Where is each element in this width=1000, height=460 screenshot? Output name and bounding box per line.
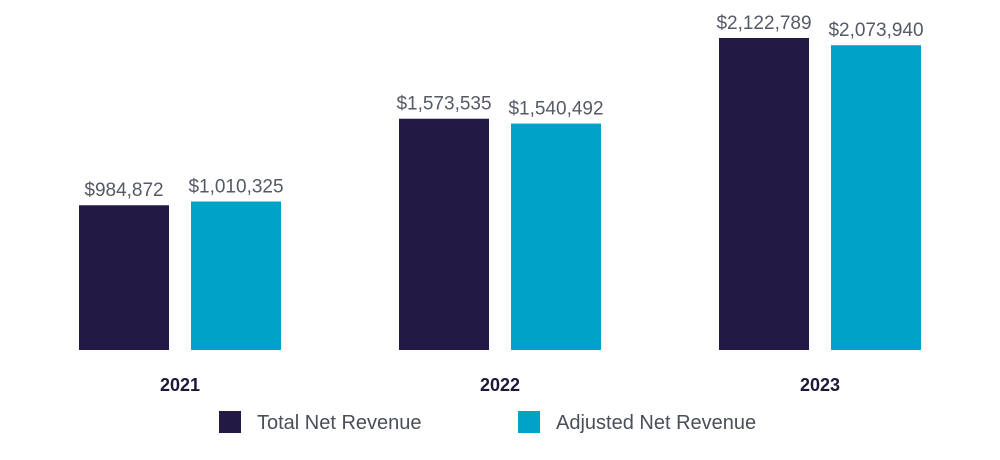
legend-label: Total Net Revenue bbox=[257, 412, 422, 434]
legend-swatch bbox=[518, 411, 540, 433]
value-label-2023-total-net-revenue: $2,122,789 bbox=[716, 13, 811, 34]
bars-layer bbox=[79, 38, 921, 350]
category-label-2022: 2022 bbox=[480, 375, 520, 395]
bar-2022-total-net-revenue bbox=[399, 118, 489, 350]
bar-2021-total-net-revenue bbox=[79, 205, 169, 350]
value-labels-layer: $984,872 $1,010,325 $1,573,535 $1,540,492 $2… bbox=[84, 13, 923, 201]
value-label-2023-adjusted-net-revenue: $2,073,940 bbox=[828, 20, 923, 41]
bar-2022-adjusted-net-revenue bbox=[511, 123, 601, 350]
legend-label: Adjusted Net Revenue bbox=[556, 412, 756, 434]
legend-swatch bbox=[219, 411, 241, 433]
bar-2023-total-net-revenue bbox=[719, 38, 809, 350]
legend-item-adjusted-net-revenue: Adjusted Net Revenue bbox=[518, 411, 756, 434]
category-label-2021: 2021 bbox=[160, 375, 200, 395]
legend: Total Net Revenue Adjusted Net Revenue bbox=[219, 411, 756, 434]
category-label-2023: 2023 bbox=[800, 375, 840, 395]
bar-2023-adjusted-net-revenue bbox=[831, 45, 921, 350]
category-labels-layer: 2021 2022 2023 bbox=[160, 375, 840, 395]
bar-2021-adjusted-net-revenue bbox=[191, 201, 281, 350]
value-label-2021-adjusted-net-revenue: $1,010,325 bbox=[188, 177, 283, 198]
value-label-2022-adjusted-net-revenue: $1,540,492 bbox=[508, 99, 603, 120]
value-label-2021-total-net-revenue: $984,872 bbox=[84, 180, 163, 201]
value-label-2022-total-net-revenue: $1,573,535 bbox=[396, 94, 491, 115]
legend-item-total-net-revenue: Total Net Revenue bbox=[219, 411, 422, 434]
